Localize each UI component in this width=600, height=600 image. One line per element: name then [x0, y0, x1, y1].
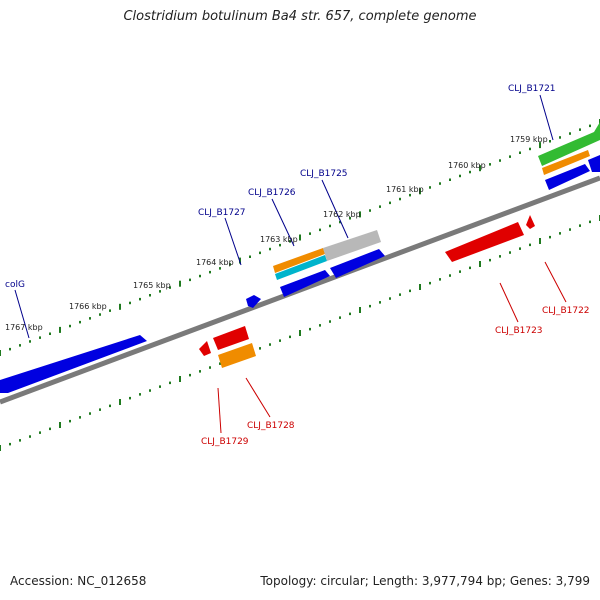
leader-clj-b1728	[245, 377, 271, 418]
gene-label-clj-b1721[interactable]: CLJ_B1721	[508, 84, 556, 94]
gene-arrow-clj-b1729[interactable]	[199, 341, 211, 356]
feature-bar-cyan[interactable]	[275, 255, 327, 280]
ruler-label-1761: 1761 kbp	[386, 185, 424, 194]
gene-arrow-clj-b1725[interactable]	[330, 249, 385, 278]
leader-clj-b1726	[271, 198, 295, 247]
feature-bar-orange-right[interactable]	[542, 150, 590, 175]
feature-bar-green[interactable]	[538, 122, 600, 166]
gene-arrow-clj-b1721[interactable]	[545, 164, 590, 190]
gene-arrow-clj-b1722[interactable]	[526, 215, 535, 229]
ruler-label-1766: 1766 kbp	[69, 302, 107, 311]
ruler-label-1762: 1762 kbp	[323, 210, 361, 219]
leader-clj-b1727	[224, 217, 242, 266]
feature-bar-grey[interactable]	[323, 230, 381, 261]
genome-backbone	[0, 175, 600, 405]
gene-arrow-clj-b1728[interactable]	[218, 343, 256, 368]
feature-bar-orange[interactable]	[273, 248, 325, 273]
gene-arrow-clj-b1726[interactable]	[280, 270, 330, 297]
leader-colg	[14, 289, 30, 339]
gene-label-clj-b1726[interactable]: CLJ_B1726	[248, 188, 296, 198]
accession-text: Accession: NC_012658	[10, 574, 147, 588]
gene-label-colg[interactable]: colG	[5, 280, 25, 290]
gene-label-clj-b1727[interactable]: CLJ_B1727	[198, 208, 246, 218]
gene-label-clj-b1723[interactable]: CLJ_B1723	[495, 326, 543, 336]
gene-arrow-clj-b1723[interactable]	[445, 222, 524, 262]
gene-arrow-clj-b1727[interactable]	[246, 295, 261, 308]
ruler-label-1764: 1764 kbp	[196, 258, 234, 267]
leader-clj-b1725	[321, 179, 349, 239]
leader-clj-b1721	[539, 94, 554, 141]
gene-label-clj-b1729[interactable]: CLJ_B1729	[201, 437, 249, 447]
ruler-label-1765: 1765 kbp	[133, 281, 171, 290]
gene-arrow-clj-b1728-red[interactable]	[213, 326, 249, 350]
map-title: Clostridium botulinum Ba4 str. 657, comp…	[123, 9, 477, 24]
leader-clj-b1729	[217, 387, 222, 434]
gene-label-clj-b1728[interactable]: CLJ_B1728	[247, 421, 295, 431]
leader-clj-b1722	[544, 261, 567, 303]
leader-clj-b1723	[499, 282, 519, 323]
ruler-label-1759: 1759 kbp	[510, 135, 548, 144]
gene-label-clj-b1722[interactable]: CLJ_B1722	[542, 306, 590, 316]
outer-tick-ruler	[0, 119, 600, 356]
ruler-label-1767: 1767 kbp	[5, 323, 43, 332]
gene-label-clj-b1725[interactable]: CLJ_B1725	[300, 169, 348, 179]
gene-arrow-edge-blue[interactable]	[588, 155, 600, 172]
genome-summary-text: Topology: circular; Length: 3,977,794 bp…	[260, 574, 590, 588]
ruler-label-1760: 1760 kbp	[448, 161, 486, 170]
ruler-label-1763: 1763 kbp	[260, 235, 298, 244]
gene-arrow-colg[interactable]	[0, 335, 147, 393]
